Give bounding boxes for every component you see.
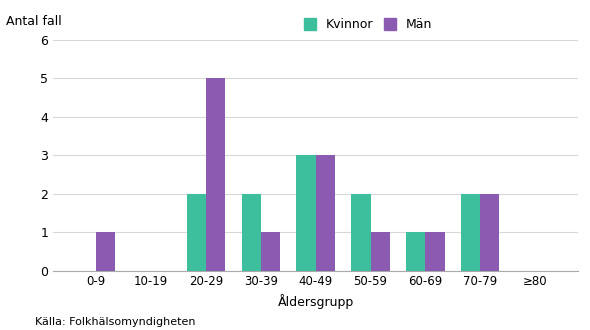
Bar [480,194,500,271]
Bar [406,232,425,271]
Bar [186,194,206,271]
Bar [96,232,116,271]
Bar [316,155,335,271]
Bar [206,78,225,271]
Bar [371,232,390,271]
Text: Källa: Folkhälsomyndigheten: Källa: Folkhälsomyndigheten [35,317,196,327]
Bar [351,194,371,271]
Legend: Kvinnor, Män: Kvinnor, Män [301,16,435,34]
Text: Antal fall: Antal fall [6,15,61,28]
Bar [241,194,261,271]
Bar [261,232,280,271]
Bar [461,194,480,271]
X-axis label: Åldersgrupp: Åldersgrupp [277,294,354,309]
Bar [425,232,445,271]
Bar [296,155,316,271]
